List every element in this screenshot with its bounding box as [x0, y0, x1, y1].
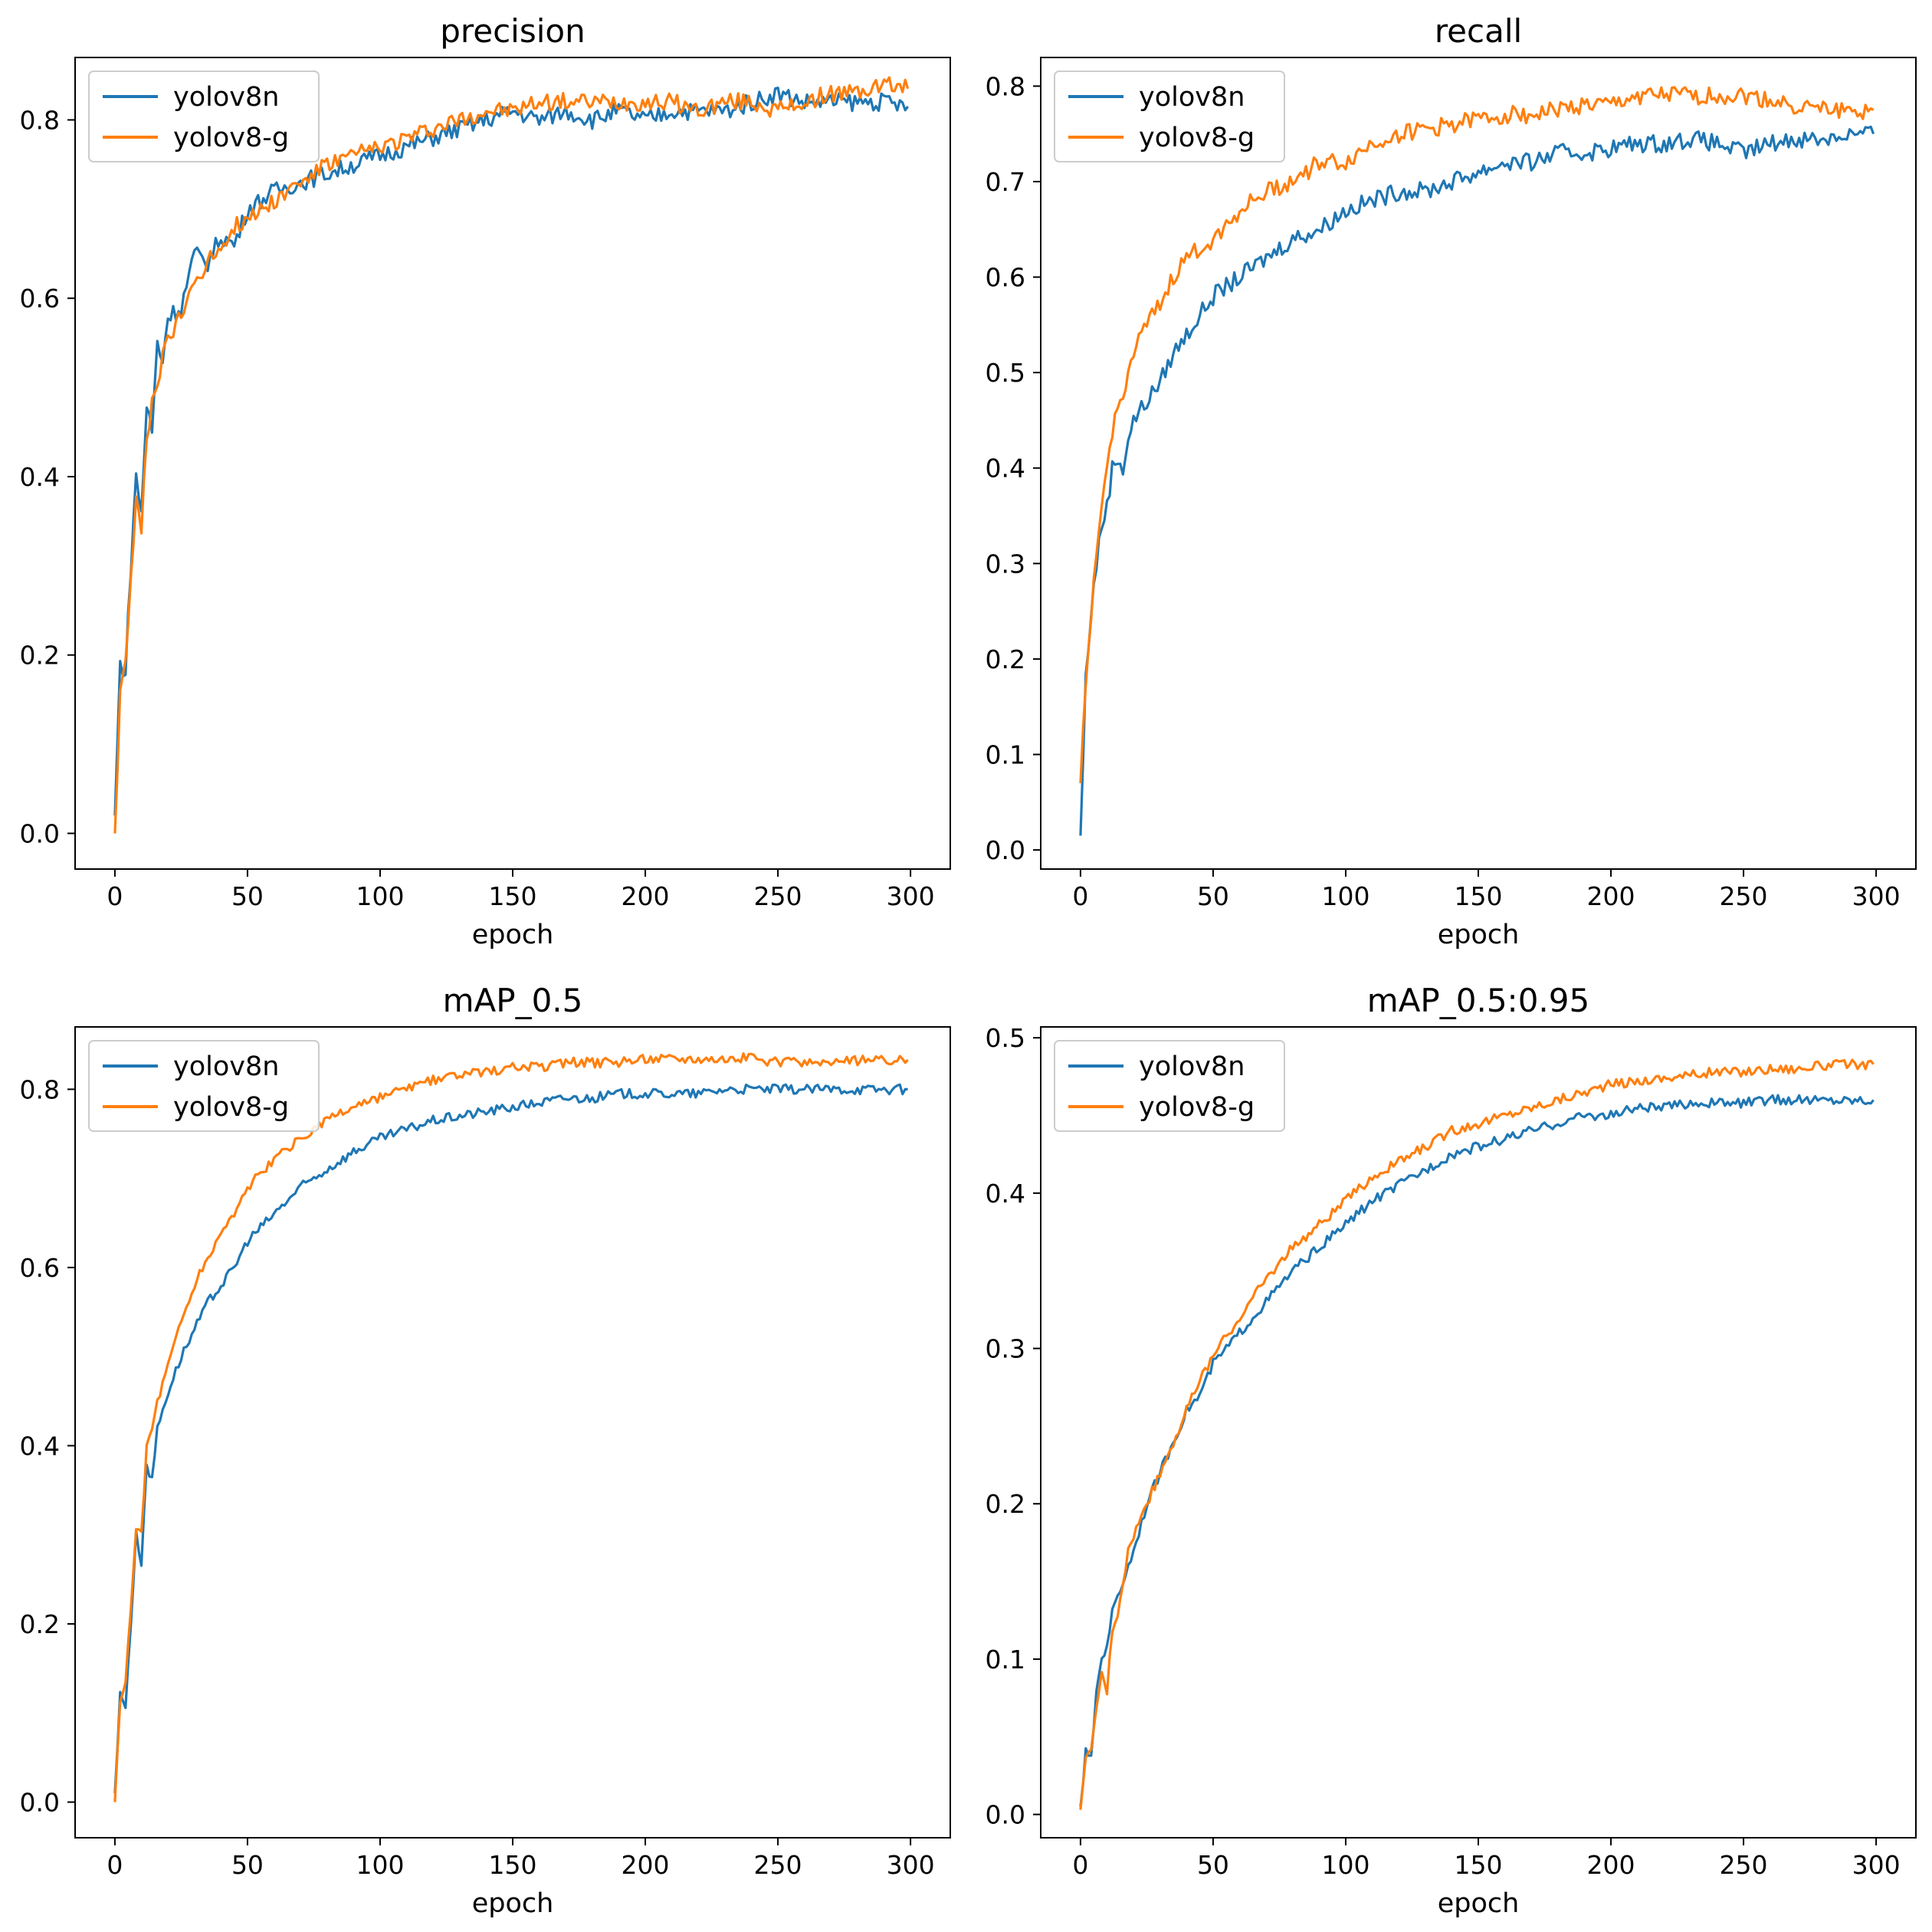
x-tick-label: 250 — [754, 881, 802, 911]
legend-label-yolov8n: yolov8n — [1139, 82, 1245, 113]
legend-box — [88, 71, 320, 162]
x-axis-label: epoch — [1438, 1888, 1520, 1919]
y-tick-label: 0.2 — [20, 1609, 60, 1639]
series-line-yolov8-g — [113, 76, 910, 834]
y-tick-label: 0.8 — [20, 105, 60, 135]
legend-label-yolov8n: yolov8n — [173, 82, 279, 113]
y-tick-label: 0.2 — [986, 1489, 1025, 1519]
x-tick-label: 0 — [1072, 881, 1088, 911]
x-tick-label: 0 — [107, 1850, 123, 1880]
x-tick-label: 250 — [1720, 881, 1768, 911]
legend-box — [1054, 1040, 1285, 1132]
x-tick-label: 200 — [1587, 881, 1635, 911]
legend-label-yolov8n: yolov8n — [173, 1051, 279, 1082]
chart-title: precision — [440, 12, 585, 50]
legend: yolov8n yolov8-g — [1054, 71, 1285, 162]
y-tick-label: 0.4 — [986, 1179, 1025, 1209]
x-axis-label: epoch — [472, 1888, 554, 1919]
y-tick-label: 0.5 — [986, 1023, 1025, 1053]
legend: yolov8n yolov8-g — [1054, 1040, 1285, 1132]
series-line-yolov8-g — [113, 1052, 909, 1802]
x-tick-label: 150 — [489, 881, 537, 911]
x-tick-label: 150 — [1455, 881, 1503, 911]
x-tick-label: 100 — [356, 881, 404, 911]
chart-title: mAP_0.5:0.95 — [1367, 982, 1589, 1019]
y-tick-label: 0.3 — [986, 1334, 1025, 1364]
x-tick-label: 50 — [231, 1850, 264, 1880]
chart-title: mAP_0.5 — [443, 982, 583, 1019]
plot-frame — [74, 1026, 951, 1839]
x-tick-label: 200 — [622, 881, 670, 911]
x-tick-label: 50 — [231, 881, 264, 911]
x-tick-label: 300 — [1852, 881, 1901, 911]
x-tick-label: 100 — [1321, 881, 1369, 911]
legend-box — [88, 1040, 320, 1132]
y-tick-label: 0.6 — [20, 284, 60, 313]
x-tick-label: 50 — [1197, 1850, 1229, 1880]
y-tick-label: 0.1 — [986, 740, 1025, 769]
x-tick-label: 300 — [1852, 1850, 1901, 1880]
x-tick-label: 250 — [754, 1850, 802, 1880]
legend-label-yolov8-g: yolov8-g — [1139, 1092, 1255, 1123]
series-line-yolov8n — [113, 1083, 908, 1793]
x-tick-label: 200 — [622, 1850, 670, 1880]
plot-frame — [1040, 1026, 1917, 1839]
legend-label-yolov8-g: yolov8-g — [173, 1092, 289, 1123]
y-tick-label: 0.6 — [20, 1253, 60, 1283]
x-tick-label: 100 — [356, 1850, 404, 1880]
series-line-yolov8n — [1079, 1094, 1875, 1807]
legend: yolov8n yolov8-g — [88, 71, 320, 162]
x-tick-label: 150 — [1455, 1850, 1503, 1880]
x-tick-label: 50 — [1197, 881, 1229, 911]
y-tick-label: 0.0 — [20, 1787, 60, 1817]
chart-map-0-5: mAP_0.5 0 50 100 150 200 250 300 0.0 0.2 0.4 0.6 0.8… — [20, 982, 951, 1919]
y-tick-label: 0.0 — [986, 835, 1025, 865]
y-tick-label: 0.8 — [20, 1074, 60, 1104]
y-tick-label: 0.4 — [20, 462, 60, 492]
x-tick-label: 300 — [887, 881, 935, 911]
y-tick-label: 0.8 — [986, 71, 1025, 101]
y-tick-label: 0.2 — [20, 641, 60, 671]
plot-frame — [74, 57, 951, 870]
x-tick-label: 200 — [1587, 1850, 1635, 1880]
legend-label-yolov8n: yolov8n — [1139, 1051, 1245, 1082]
x-axis-label: epoch — [1438, 920, 1520, 950]
y-tick-label: 0.5 — [986, 358, 1025, 388]
x-tick-label: 300 — [887, 1850, 935, 1880]
series-line-yolov8n — [113, 86, 909, 816]
y-tick-label: 0.0 — [20, 818, 60, 848]
chart-recall: recall 0 50 100 150 200 250 300 0.0 0.1 0.2 0.3 0.4 0… — [986, 12, 1917, 950]
y-tick-label: 0.0 — [986, 1800, 1025, 1830]
plot-frame — [1040, 57, 1917, 870]
x-axis-label: epoch — [472, 920, 554, 950]
y-tick-label: 0.7 — [986, 167, 1025, 197]
y-tick-label: 0.4 — [20, 1431, 60, 1461]
chart-map-0-5-0-95: mAP_0.5:0.95 0 50 100 150 200 250 300 0.0 0.1 0.2 0… — [986, 982, 1917, 1919]
legend-label-yolov8-g: yolov8-g — [173, 123, 289, 153]
chart-title: recall — [1435, 12, 1522, 50]
series-line-yolov8-g — [1079, 1058, 1875, 1810]
y-tick-label: 0.1 — [986, 1645, 1025, 1675]
series-line-yolov8-g — [1079, 86, 1875, 783]
chart-precision: precision 0 50 100 150 200 250 300 0.0 0.2 0.4 0.6 0… — [20, 12, 951, 950]
legend-label-yolov8-g: yolov8-g — [1139, 123, 1255, 153]
x-tick-label: 150 — [489, 1850, 537, 1880]
legend-box — [1054, 71, 1285, 162]
x-tick-label: 0 — [1072, 1850, 1088, 1880]
y-tick-label: 0.6 — [986, 263, 1025, 293]
y-tick-label: 0.2 — [986, 645, 1025, 674]
x-tick-label: 0 — [107, 881, 123, 911]
y-tick-label: 0.4 — [986, 454, 1025, 484]
y-tick-label: 0.3 — [986, 549, 1025, 579]
legend: yolov8n yolov8-g — [88, 1040, 320, 1132]
x-tick-label: 250 — [1720, 1850, 1768, 1880]
series-line-yolov8n — [1079, 125, 1875, 836]
x-tick-label: 100 — [1321, 1850, 1369, 1880]
